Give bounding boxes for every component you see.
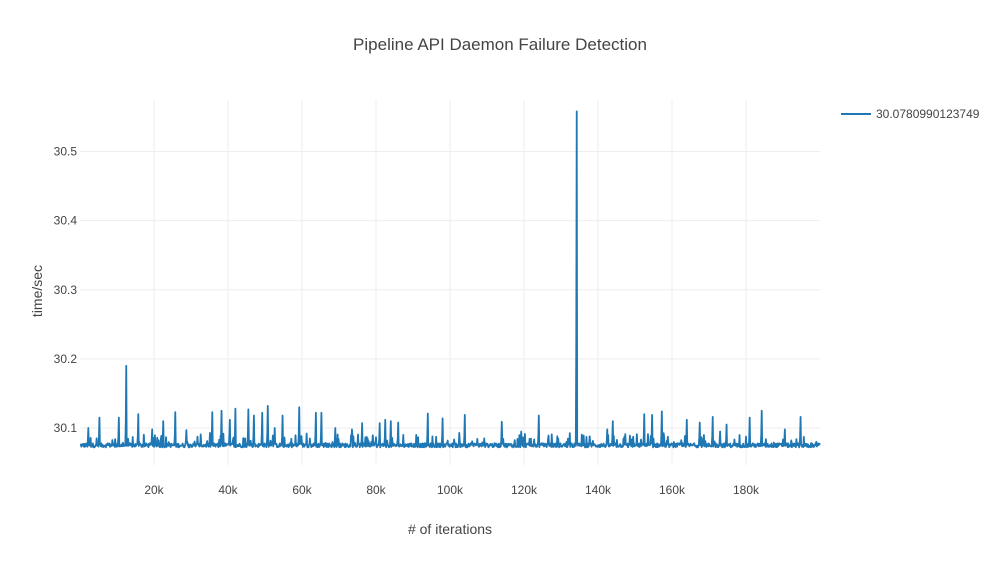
y-tick-label: 30.1: [54, 421, 78, 435]
x-tick-label: 20k: [144, 483, 164, 497]
x-axis-ticks: 20k 40k 60k 80k 100k 120k 140k 160k 180k: [144, 483, 760, 497]
y-tick-label: 30.2: [54, 352, 78, 366]
y-axis-title: time/sec: [29, 265, 45, 317]
x-tick-label: 120k: [511, 483, 538, 497]
series-line: [79, 110, 821, 449]
y-axis-ticks: 30.1 30.2 30.3 30.4 30.5: [54, 145, 78, 436]
chart-title: Pipeline API Daemon Failure Detection: [353, 35, 647, 54]
x-axis-title: # of iterations: [408, 521, 492, 537]
series-layer: [79, 110, 821, 449]
grid-lines: [80, 100, 820, 465]
x-tick-label: 160k: [659, 483, 686, 497]
y-tick-label: 30.5: [54, 145, 78, 159]
legend[interactable]: 30.0780990123749: [841, 107, 980, 121]
x-tick-label: 40k: [218, 483, 238, 497]
y-tick-label: 30.4: [54, 214, 78, 228]
x-tick-label: 180k: [733, 483, 760, 497]
x-tick-label: 100k: [437, 483, 464, 497]
x-tick-label: 140k: [585, 483, 612, 497]
x-tick-label: 60k: [292, 483, 312, 497]
legend-label: 30.0780990123749: [876, 107, 980, 121]
y-tick-label: 30.3: [54, 283, 78, 297]
x-tick-label: 80k: [366, 483, 386, 497]
